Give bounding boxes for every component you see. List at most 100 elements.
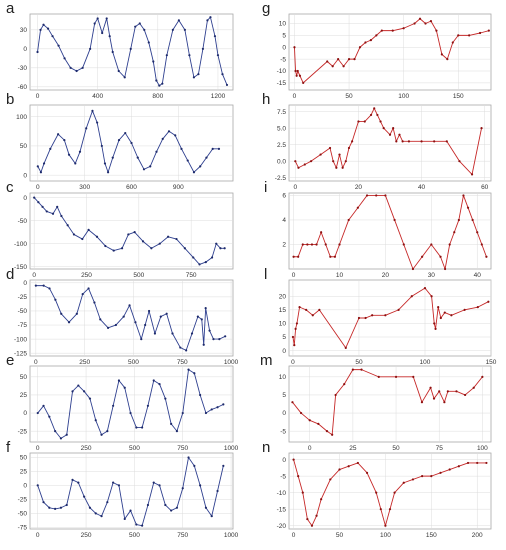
data-point <box>104 244 107 248</box>
y-tick-label: -50 <box>18 308 28 315</box>
y-tick-label: -50 <box>18 218 28 225</box>
x-tick-label: 100 <box>398 93 409 100</box>
data-point <box>94 512 97 515</box>
x-tick-label: 50 <box>336 532 344 539</box>
data-point <box>158 84 161 87</box>
data-point <box>216 489 219 493</box>
data-point <box>485 255 488 258</box>
data-point <box>192 171 196 174</box>
data-point <box>77 481 80 484</box>
data-point <box>199 484 202 487</box>
data-point <box>384 524 387 527</box>
data-point <box>351 140 354 143</box>
plot-frame-f <box>29 452 234 530</box>
panel-letter-l: l <box>264 266 267 283</box>
data-point <box>201 47 205 50</box>
data-point <box>353 58 356 61</box>
data-point <box>376 113 379 117</box>
data-point <box>324 243 327 246</box>
data-point <box>42 501 45 504</box>
data-point <box>217 147 221 150</box>
y-tick-label: -10 <box>277 490 287 497</box>
data-point <box>365 471 369 474</box>
data-point <box>435 29 438 32</box>
data-point <box>347 146 351 150</box>
data-point <box>106 501 109 504</box>
x-tick-label: 250 <box>79 359 90 366</box>
y-tick-label: -60 <box>18 84 28 91</box>
data-point <box>398 133 401 136</box>
data-point <box>292 458 295 461</box>
y-tick-label: 0 <box>282 457 286 464</box>
data-point <box>51 212 55 215</box>
data-point <box>468 34 471 37</box>
data-point <box>81 66 84 69</box>
data-point <box>395 140 398 143</box>
data-point <box>433 322 436 325</box>
x-tick-label: 1000 <box>224 445 239 452</box>
data-point <box>206 19 209 22</box>
chart-panel-n: n 0 50 100 150 200 0 -5 -10 -15 -20 <box>262 439 492 539</box>
data-point <box>219 247 222 250</box>
data-point <box>54 430 57 433</box>
data-point <box>65 433 68 436</box>
data-point <box>375 491 378 494</box>
data-point <box>439 471 442 474</box>
data-point <box>37 201 40 204</box>
data-point <box>333 255 337 258</box>
data-point <box>36 484 39 487</box>
data-point <box>297 255 300 258</box>
data-point <box>210 515 213 518</box>
data-point <box>57 44 60 47</box>
data-point <box>95 235 99 238</box>
x-tick-label: 0 <box>32 272 36 279</box>
data-point <box>188 54 191 57</box>
data-point <box>123 76 126 79</box>
x-tick-label: 50 <box>345 93 353 100</box>
data-point <box>320 231 323 234</box>
data-point <box>429 20 433 23</box>
data-point <box>331 433 334 436</box>
data-point <box>455 390 458 393</box>
x-tick-label: 0 <box>308 445 312 452</box>
data-point <box>199 165 202 168</box>
data-point <box>341 166 344 169</box>
data-point <box>222 464 225 467</box>
data-point <box>315 243 318 246</box>
data-point <box>430 243 433 246</box>
data-point <box>291 401 294 404</box>
data-point <box>463 308 466 311</box>
y-tick-label: 6 <box>282 193 286 200</box>
data-point <box>394 375 398 378</box>
data-point <box>222 403 225 406</box>
y-tick-label: -10 <box>277 68 287 75</box>
x-tick-label: 0 <box>291 359 295 366</box>
x-tick-label: 0 <box>36 445 40 452</box>
data-point <box>297 475 300 478</box>
data-point <box>420 140 423 143</box>
data-point <box>432 397 436 400</box>
data-point <box>221 73 224 76</box>
data-point <box>88 397 92 400</box>
data-point <box>210 256 214 259</box>
data-point <box>413 22 416 25</box>
data-point <box>108 35 111 38</box>
y-tick-label: -25 <box>18 428 28 435</box>
data-point <box>124 131 127 135</box>
plot-frame-h <box>288 104 492 182</box>
data-point <box>174 134 177 137</box>
data-point <box>88 506 92 509</box>
plot-frame-i <box>288 192 492 270</box>
y-tick-label: -100 <box>14 241 27 248</box>
data-point <box>134 321 137 324</box>
y-tick-label: 2 <box>282 242 286 249</box>
data-point <box>179 346 182 349</box>
data-point <box>158 382 161 386</box>
data-point <box>111 50 114 54</box>
x-tick-label: 0 <box>34 359 38 366</box>
data-point <box>347 465 350 468</box>
data-point <box>320 498 323 501</box>
data-point <box>181 487 184 490</box>
